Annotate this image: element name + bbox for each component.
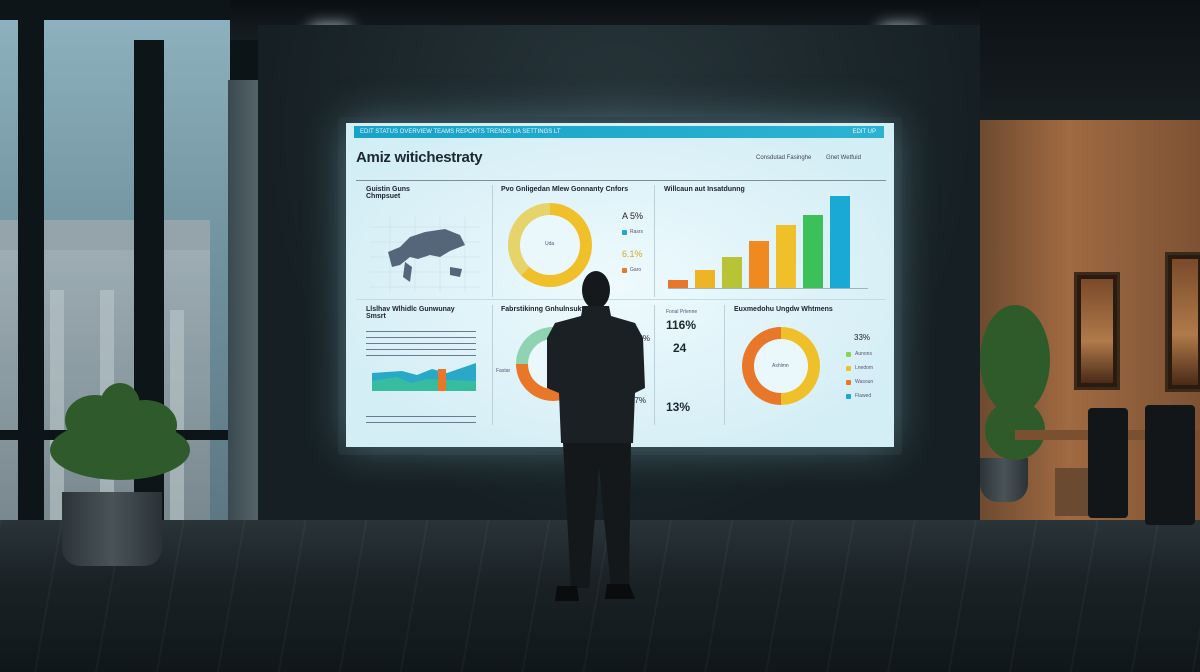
legend-swatch: [622, 268, 627, 273]
legend-swatch: [846, 393, 851, 399]
donut-chart: Uda: [508, 203, 592, 287]
bar: [695, 269, 715, 288]
chart-label: Fastar: [496, 368, 511, 374]
bar: [722, 256, 742, 288]
pillar: [228, 80, 260, 520]
legend-label: Wasoun: [855, 379, 874, 385]
stat-value: 6.1%: [622, 249, 643, 259]
panel-title: Fonal Prlenne: [666, 309, 698, 315]
legend-swatch: [846, 351, 851, 357]
stat-value: 17%: [630, 396, 647, 405]
panel-title: Fabrstikinng Gnhulnsuktr: [501, 306, 587, 313]
text-paragraph: [366, 328, 476, 358]
area-chart: [372, 363, 476, 391]
stat-value: 116%: [666, 318, 697, 332]
header-link[interactable]: Gnet Wetfuid: [826, 155, 861, 161]
nav-right[interactable]: EDIT UP: [852, 129, 876, 135]
bar: [776, 225, 796, 288]
legend-item: Flawed: [846, 389, 873, 403]
office-chair: [1145, 405, 1195, 525]
nav-bar[interactable]: EDIT STATUS OVERVIEW TEAMS REPORTS TREND…: [354, 126, 884, 138]
suit-jacket: [547, 306, 645, 443]
panel-title: Willcaun aut Insatdunng: [664, 186, 745, 193]
plant-pot: [62, 492, 162, 566]
bar: [803, 215, 823, 288]
office-chair: [1088, 408, 1128, 518]
painting: [1165, 252, 1200, 392]
dashboard-title: Amiz witichestraty: [356, 149, 483, 166]
bar-chart: [668, 195, 868, 289]
legend-item: Wasoun: [846, 375, 873, 389]
stat-value: 24: [673, 341, 687, 355]
world-map-chart: [370, 217, 480, 292]
legend-label: Lnedom: [855, 365, 874, 371]
bar: [830, 196, 850, 288]
head: [582, 271, 610, 309]
shoes: [555, 584, 635, 601]
bar: [749, 241, 769, 288]
wood-floor: [0, 520, 1200, 672]
man-silhouette: [547, 271, 645, 601]
legend-swatch: [622, 230, 627, 235]
legend: Aunons Lnedom Wasoun Flawed: [846, 347, 873, 403]
map-landmass: [388, 229, 465, 267]
stat-value: 33%: [854, 333, 871, 342]
plant: [50, 383, 190, 480]
legend-label: Garo: [630, 267, 642, 273]
nav-items[interactable]: EDIT STATUS OVERVIEW TEAMS REPORTS TREND…: [360, 129, 561, 135]
bar: [668, 279, 688, 288]
painting: [1074, 272, 1120, 390]
donut-center-label: Ashlmn: [772, 363, 789, 369]
panel-title: Guistin Guns Chmpsuet: [366, 186, 410, 200]
donut-center-label: Uda: [545, 241, 555, 247]
legend-label: Rasrs: [630, 229, 644, 235]
header-link[interactable]: Consdutad Fasinghe: [756, 155, 812, 161]
legend-label: Aunons: [855, 351, 872, 357]
trousers: [563, 443, 631, 588]
text-paragraph: [366, 413, 476, 427]
donut-chart: Ashlmn: [742, 327, 820, 405]
legend-item: Aunons: [846, 347, 873, 361]
plant: [980, 305, 1050, 460]
legend-label: Flawed: [855, 393, 872, 399]
panel-title: Llslhav Wlhidlc Gunwunay Smsrt: [366, 306, 455, 320]
stat-value: A 5%: [622, 211, 644, 221]
plant-pot: [980, 458, 1028, 502]
panel-title: Euxmedohu Ungdw Whtmens: [734, 306, 833, 313]
legend-item: Lnedom: [846, 361, 873, 375]
stat-value: 13%: [666, 400, 691, 414]
legend-swatch: [846, 379, 851, 385]
panel-title: Pvo Gnligedan Mlew Gonnanty Cnfors: [501, 186, 629, 193]
legend-swatch: [846, 365, 851, 371]
divider: [356, 180, 886, 181]
